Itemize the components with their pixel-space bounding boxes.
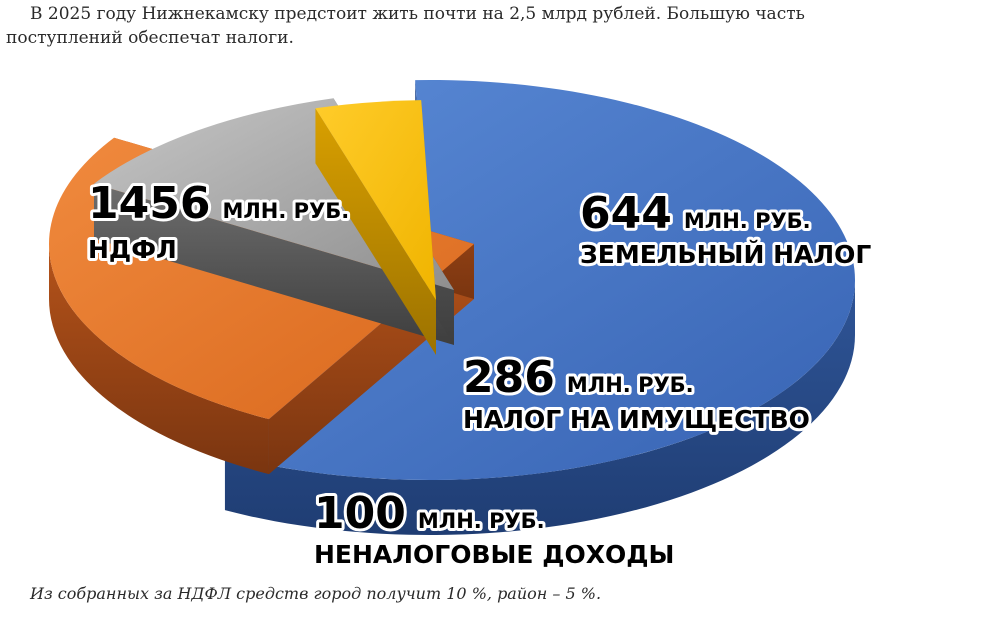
intro-line-1: В 2025 году Нижнекамску предстоит жить п… <box>30 4 805 24</box>
label-non-tax-income-value: 100 МЛН. РУБ. <box>314 488 545 539</box>
slice-land-tax-side <box>49 244 269 475</box>
slice-ndfl-top <box>224 79 856 481</box>
label-land-tax-unit: МЛН. РУБ. <box>684 209 811 233</box>
label-non-tax-income: 100 МЛН. РУБ. НЕНАЛОГОВЫЕ ДОХОДЫ <box>311 485 677 572</box>
label-land-tax: 644 МЛН. РУБ. ЗЕМЕЛЬНЫЙ НАЛОГ <box>577 185 874 272</box>
slice-non-tax-income-top <box>315 100 436 301</box>
label-land-tax-value: 644 МЛН. РУБ. <box>580 188 811 239</box>
label-property-tax-number: 286 <box>463 352 555 403</box>
label-non-tax-income-unit: МЛН. РУБ. <box>418 509 545 533</box>
intro-text: В 2025 году Нижнекамску предстоит жить п… <box>6 2 906 50</box>
pie-slices <box>49 79 856 535</box>
label-ndfl-number: 1456 <box>88 178 210 229</box>
slice-property-tax-wall-1 <box>93 183 454 345</box>
intro-line-2: поступлений обеспечат налоги. <box>6 28 294 48</box>
slice-property-tax-top <box>93 98 454 291</box>
label-property-tax: 286 МЛН. РУБ. НАЛОГ НА ИМУЩЕСТВО <box>460 349 813 437</box>
label-non-tax-income-number: 100 <box>314 488 406 539</box>
slice-ndfl-side <box>224 280 855 535</box>
label-non-tax-income-name: НЕНАЛОГОВЫЕ ДОХОДЫ <box>314 540 674 569</box>
label-land-tax-name: ЗЕМЕЛЬНЫЙ НАЛОГ <box>580 240 871 269</box>
label-land-tax-number: 644 <box>580 188 672 239</box>
slice-non-tax-income <box>315 100 436 356</box>
label-property-tax-value: 286 МЛН. РУБ. <box>463 352 694 403</box>
label-ndfl-name: НДФЛ <box>88 235 177 264</box>
pie-labels: 1456 МЛН. РУБ. НДФЛ 644 МЛН. РУБ. ЗЕМЕЛЬНЫЙ Н… <box>85 175 874 572</box>
label-property-tax-name: НАЛОГ НА ИМУЩЕСТВО <box>463 405 810 434</box>
footnote: Из собранных за НДФЛ средств город получ… <box>30 584 602 603</box>
label-ndfl-unit: МЛН. РУБ. <box>222 199 349 223</box>
label-property-tax-unit: МЛН. РУБ. <box>567 373 694 397</box>
label-ndfl: 1456 МЛН. РУБ. НДФЛ <box>85 175 352 267</box>
label-ndfl-value: 1456 МЛН. РУБ. <box>88 178 349 229</box>
slice-non-tax-income-wall-1 <box>315 108 436 356</box>
